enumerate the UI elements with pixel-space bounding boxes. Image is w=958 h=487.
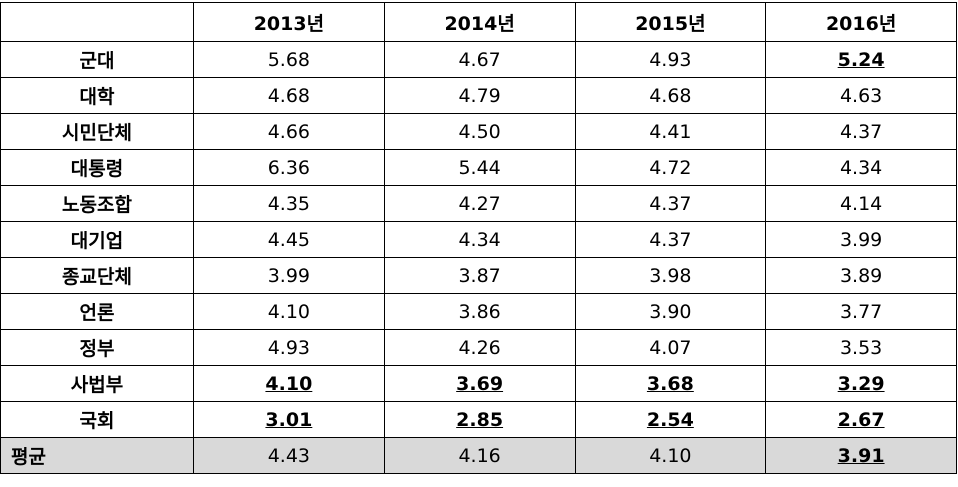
table-row: 노동조합 4.35 4.27 4.37 4.14 [0,185,957,222]
row-label: 시민단체 [0,113,194,150]
row-label: 대통령 [0,149,194,186]
row-label: 국회 [0,401,194,438]
cell-value: 6.36 [193,149,385,186]
cell-value: 3.87 [383,257,576,294]
cell-value: 3.01 [193,401,385,438]
column-header: 2015년 [574,2,767,42]
cell-value: 4.68 [193,77,385,114]
corner-cell [0,2,194,42]
cell-value: 4.79 [383,77,576,114]
cell-value: 5.24 [765,41,957,78]
cell-value: 4.37 [574,221,767,258]
table-row: 평균 4.43 4.16 4.10 3.91 [0,437,957,474]
cell-value: 4.07 [574,329,767,366]
row-label: 노동조합 [0,185,194,222]
cell-value: 3.99 [193,257,385,294]
cell-value: 5.44 [383,149,576,186]
table-row: 군대 5.68 4.67 4.93 5.24 [0,41,957,78]
row-label: 종교단체 [0,257,194,294]
cell-value: 4.43 [193,437,385,474]
row-label: 사법부 [0,365,194,402]
cell-value: 4.93 [574,41,767,78]
cell-value: 4.27 [383,185,576,222]
cell-value: 3.89 [765,257,957,294]
cell-value: 3.69 [383,365,576,402]
cell-value: 4.34 [765,149,957,186]
cell-value: 4.10 [574,437,767,474]
cell-value: 4.16 [383,437,576,474]
cell-value: 4.50 [383,113,576,150]
table-row: 종교단체 3.99 3.87 3.98 3.89 [0,257,957,294]
cell-value: 3.91 [765,437,957,474]
column-header: 2016년 [765,2,957,42]
table-row: 대통령 6.36 5.44 4.72 4.34 [0,149,957,186]
cell-value: 5.68 [193,41,385,78]
cell-value: 4.10 [193,365,385,402]
cell-value: 4.68 [574,77,767,114]
table-row: 국회 3.01 2.85 2.54 2.67 [0,401,957,438]
cell-value: 4.63 [765,77,957,114]
row-label: 군대 [0,41,194,78]
cell-value: 4.45 [193,221,385,258]
table-row: 정부 4.93 4.26 4.07 3.53 [0,329,957,366]
cell-value: 4.93 [193,329,385,366]
trust-table: 2013년 2014년 2015년 2016년 군대 5.68 4.67 4.93 5.24 대… [0,2,957,474]
table-row: 사법부 4.10 3.69 3.68 3.29 [0,365,957,402]
table-row: 대기업 4.45 4.34 4.37 3.99 [0,221,957,258]
cell-value: 3.77 [765,293,957,330]
cell-value: 3.90 [574,293,767,330]
cell-value: 4.26 [383,329,576,366]
cell-value: 4.14 [765,185,957,222]
cell-value: 3.53 [765,329,957,366]
cell-value: 4.34 [383,221,576,258]
cell-value: 4.37 [574,185,767,222]
cell-value: 4.37 [765,113,957,150]
row-label: 언론 [0,293,194,330]
table-header: 2013년 2014년 2015년 2016년 [0,2,957,42]
cell-value: 3.99 [765,221,957,258]
cell-value: 4.10 [193,293,385,330]
row-label: 평균 [0,437,194,474]
cell-value: 3.98 [574,257,767,294]
column-header: 2013년 [193,2,385,42]
table-row: 대학 4.68 4.79 4.68 4.63 [0,77,957,114]
cell-value: 3.86 [383,293,576,330]
cell-value: 4.41 [574,113,767,150]
row-label: 정부 [0,329,194,366]
cell-value: 2.54 [574,401,767,438]
row-label: 대기업 [0,221,194,258]
cell-value: 4.67 [383,41,576,78]
table-body: 군대 5.68 4.67 4.93 5.24 대학 4.68 4.79 4.68 4.63 시민단체… [0,41,957,474]
cell-value: 3.68 [574,365,767,402]
cell-value: 4.72 [574,149,767,186]
table-row: 언론 4.10 3.86 3.90 3.77 [0,293,957,330]
table-row: 시민단체 4.66 4.50 4.41 4.37 [0,113,957,150]
column-header: 2014년 [383,2,576,42]
row-label: 대학 [0,77,194,114]
cell-value: 2.85 [383,401,576,438]
cell-value: 4.35 [193,185,385,222]
cell-value: 2.67 [765,401,957,438]
cell-value: 3.29 [765,365,957,402]
header-row: 2013년 2014년 2015년 2016년 [0,2,957,42]
cell-value: 4.66 [193,113,385,150]
